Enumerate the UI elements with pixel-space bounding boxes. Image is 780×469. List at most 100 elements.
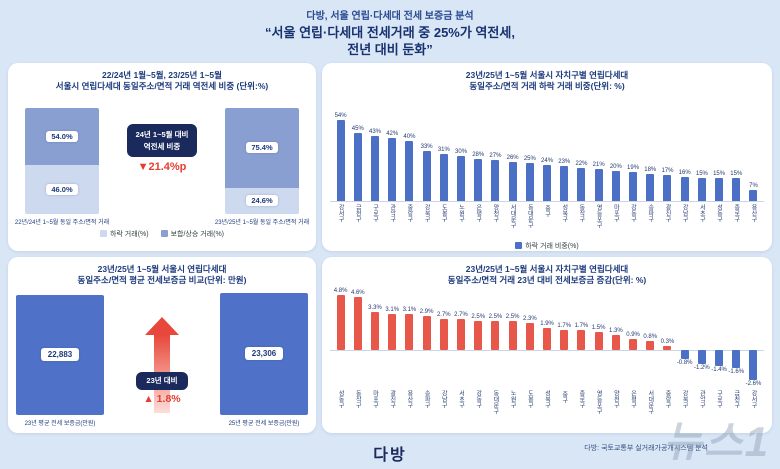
legend-label: 보합/상승 거래(%)	[170, 230, 224, 238]
district-label: 광진구	[388, 389, 395, 408]
district-bar-column: -0.8%	[676, 292, 693, 388]
bar	[611, 170, 620, 201]
district-bar-column: 21%	[590, 162, 607, 201]
header-title-line2: 전년 대비 둔화”	[347, 41, 433, 57]
increase-arrow: 23년 대비 ▲ 1.8%	[126, 291, 198, 427]
bar-value-label: 25%	[523, 156, 536, 163]
panels-grid: 22/24년 1월~5월, 23/25년 1~5월 서울시 연립다세대 동일주소…	[0, 59, 780, 433]
district-bar-column: 42%	[384, 131, 401, 201]
bar-value-label: 42%	[386, 130, 399, 137]
district-bar-column: 2.3%	[521, 292, 538, 388]
value-chip: 23,306	[244, 347, 284, 361]
district-label: 서초구	[698, 203, 705, 222]
stack-segment: 46.0%	[25, 164, 99, 214]
stacked-bar: 75.4% 24.6%	[225, 107, 299, 214]
district-label: 양천구	[612, 389, 619, 408]
delta-value: ▼21.4%p	[137, 160, 187, 173]
district-bar-column: 0.9%	[624, 292, 641, 388]
district-label: 금천구	[354, 203, 361, 222]
page-header: 다방, 서울 연립·다세대 전세 보증금 분석 “서울 연립·다세대 전세거래 …	[0, 0, 780, 59]
bar-value-label: 2.5%	[471, 313, 486, 320]
district-bar-column: 7%	[745, 183, 762, 201]
bar-value-label: 17%	[661, 168, 674, 175]
bar	[646, 173, 655, 201]
bar-value-label: 18%	[644, 166, 657, 173]
bar	[611, 334, 620, 350]
chart-annotation: 23년 대비 ▲ 1.8%	[126, 372, 198, 405]
legend-item-decline-share: 하락 거래 비중(%)	[515, 241, 579, 251]
value-chip: 54.0%	[46, 130, 78, 142]
bar-value-label: 24%	[541, 157, 554, 164]
district-bar-column: 0.3%	[659, 292, 676, 388]
bar-22-24: 54.0% 46.0% 22년/24년 1~5월 동일 주소/면적 거래	[15, 107, 109, 226]
delta-value: ▲ 1.8%	[143, 392, 181, 405]
legend-swatch-light	[99, 230, 107, 238]
district-label: 중구	[543, 204, 550, 217]
bar-value-label: -2.6%	[745, 380, 762, 387]
district-decline-bar-chart: 54% 45% 43% 42% 40% 33% 31% 30% 28% 27% 26% 25% 24% 2…	[330, 98, 764, 202]
bar-value-label: 31%	[437, 147, 450, 154]
bar	[525, 323, 534, 350]
stack-segment: 75.4%	[225, 107, 299, 188]
district-bar-column: 45%	[349, 126, 366, 201]
news1-watermark: 뉴스1	[663, 418, 770, 465]
bar-value-label: 2.7%	[436, 311, 451, 318]
bar-2023-deposit: 22,883 23년 평균 전세 보증금(만원)	[16, 294, 104, 427]
legend-item-decline: 하락 거래(%)	[99, 229, 149, 239]
district-label: 서대문구	[646, 389, 653, 414]
district-label: 중랑구	[405, 203, 412, 222]
district-labels-row: 성동구 동작구 마포구 광진구 용산구 송파구 강남구 서초구 강동구 동대문구 노원구 도봉구 성북구…	[330, 390, 764, 424]
bar	[439, 318, 448, 350]
district-bar-column: 1.7%	[556, 292, 573, 388]
district-bar-column: 15%	[728, 171, 745, 201]
bar-value-label: 23%	[558, 159, 571, 166]
bar	[629, 172, 638, 201]
bar-value-label: 4.6%	[350, 289, 365, 296]
district-bar-column: 2.5%	[504, 292, 521, 388]
district-bar-column: 27%	[487, 153, 504, 201]
panel4-title-line2: 동일주소/면적 거래 23년 대비 전세보증금 증감(단위: %)	[447, 275, 647, 286]
bar-value-label: 15%	[695, 171, 708, 178]
bar-value-label: 54%	[334, 112, 347, 119]
district-bar-column: 25%	[521, 156, 538, 201]
stacked-bar-chart: 54.0% 46.0% 22년/24년 1~5월 동일 주소/면적 거래 24년 …	[15, 98, 309, 226]
district-label: 관악구	[388, 203, 395, 222]
legend-label: 하락 거래(%)	[109, 230, 149, 238]
bar	[388, 137, 397, 201]
header-subtitle: 다방, 서울 연립·다세대 전세 보증금 분석	[306, 11, 474, 22]
district-label: 성북구	[543, 389, 550, 408]
district-bar-column: 1.5%	[590, 292, 607, 388]
bar	[439, 154, 448, 201]
district-label: 강남구	[681, 203, 688, 222]
legend-label: 하락 거래 비중(%)	[525, 242, 579, 250]
district-label: 구로구	[715, 389, 722, 408]
district-bar-column: 4.8%	[332, 288, 349, 388]
bar	[491, 160, 500, 201]
district-label: 동작구	[354, 389, 361, 408]
district-bar-column: 15%	[710, 171, 727, 201]
district-bar-column: 54%	[332, 113, 349, 201]
annotation-box: 24년 1~5월 대비 역전세 비중	[126, 124, 198, 157]
district-bar-column: 3.1%	[401, 292, 418, 388]
chart-annotation: 24년 1~5월 대비 역전세 비중 ▼21.4%p	[116, 98, 208, 226]
district-bar-column: 2.5%	[487, 292, 504, 388]
bar	[336, 119, 345, 201]
district-label: 관악구	[698, 389, 705, 408]
district-label: 강서구	[337, 203, 344, 222]
district-bar-column: 28%	[470, 152, 487, 201]
bar-value-label: 30%	[455, 148, 468, 155]
bar	[508, 320, 517, 350]
panel-avg-deposit-compare: 23년/25년 1~5월 서울시 연립다세대 동일주소/면적 평균 전세보증금 …	[8, 256, 316, 433]
district-bar-column: 43%	[366, 129, 383, 201]
bar	[422, 151, 431, 201]
district-bar-column: 23%	[556, 159, 573, 201]
district-label: 송파구	[646, 203, 653, 222]
bar	[732, 349, 741, 369]
bar-value-label: 26%	[506, 154, 519, 161]
bar-value-label: -1.2%	[694, 364, 710, 371]
district-bar-column: 33%	[418, 144, 435, 201]
bar-value-label: 3.3%	[368, 304, 382, 311]
district-bar-column: 16%	[676, 170, 693, 201]
district-label: 서대문구	[509, 203, 516, 228]
district-bar-column: 1.9%	[538, 292, 555, 388]
